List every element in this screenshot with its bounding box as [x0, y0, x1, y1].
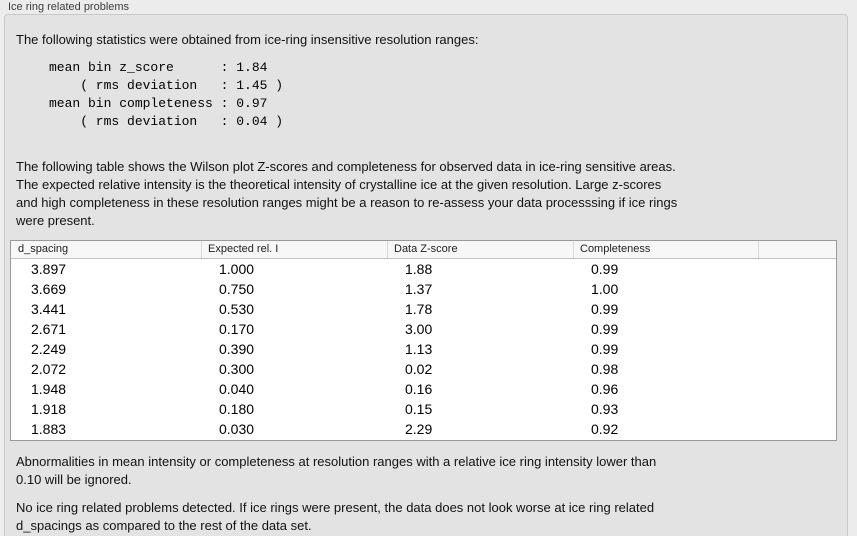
- table-cell: 3.669: [31, 281, 67, 297]
- table-cell: 2.249: [31, 341, 67, 357]
- table-row[interactable]: 2.249 0.390 1.13 0.99: [11, 339, 836, 359]
- table-row[interactable]: 1.948 0.040 0.16 0.96: [11, 379, 836, 399]
- table-cell: 1.00: [591, 281, 619, 297]
- table-cell: 1.37: [405, 281, 433, 297]
- table-cell: 1.000: [219, 261, 255, 277]
- table-row[interactable]: 3.441 0.530 1.78 0.99: [11, 299, 836, 319]
- table-cell: 1.918: [31, 401, 67, 417]
- table-cell: 0.99: [591, 321, 619, 337]
- table-cell: 1.948: [31, 381, 67, 397]
- table-cell: 0.98: [591, 361, 619, 377]
- table-row[interactable]: 3.897 1.000 1.88 0.99: [11, 259, 836, 279]
- table-cell: 0.040: [219, 381, 255, 397]
- ice-ring-table: d_spacing Expected rel. I Data Z-score C…: [10, 240, 837, 441]
- table-cell: 0.96: [591, 381, 619, 397]
- table-cell: 1.13: [405, 341, 433, 357]
- panel-body: The following statistics were obtained f…: [4, 14, 848, 536]
- table-cell: 0.180: [219, 401, 255, 417]
- table-cell: 2.671: [31, 321, 67, 337]
- column-header-completeness[interactable]: Completeness: [573, 241, 758, 258]
- table-cell: 0.99: [591, 301, 619, 317]
- table-cell: 0.15: [405, 401, 433, 417]
- table-cell: 3.00: [405, 321, 433, 337]
- table-row[interactable]: 3.669 0.750 1.37 1.00: [11, 279, 836, 299]
- table-cell: 0.92: [591, 421, 619, 437]
- table-row[interactable]: 1.883 0.030 2.29 0.92: [11, 419, 836, 439]
- table-header-row: d_spacing Expected rel. I Data Z-score C…: [11, 241, 836, 259]
- table-cell: 2.072: [31, 361, 67, 377]
- stats-intro-text: The following statistics were obtained f…: [16, 32, 479, 47]
- table-cell: 0.99: [591, 341, 619, 357]
- table-body: 3.897 1.000 1.88 0.99 3.669 0.750 1.37 1.00 3.44…: [11, 259, 836, 440]
- table-cell: 0.93: [591, 401, 619, 417]
- table-cell: 1.883: [31, 421, 67, 437]
- column-header-d-spacing[interactable]: d_spacing: [18, 243, 69, 255]
- table-cell: 3.897: [31, 261, 67, 277]
- table-cell: 3.441: [31, 301, 67, 317]
- ignore-note-text: Abnormalities in mean intensity or compl…: [16, 454, 657, 487]
- table-row[interactable]: 2.072 0.300 0.02 0.98: [11, 359, 836, 379]
- table-cell: 0.02: [405, 361, 433, 377]
- table-cell: 1.88: [405, 261, 433, 277]
- table-row[interactable]: 1.918 0.180 0.15 0.93: [11, 399, 836, 419]
- column-header-data-z-score[interactable]: Data Z-score: [387, 241, 573, 258]
- table-cell: 2.29: [405, 421, 433, 437]
- table-cell: 0.030: [219, 421, 255, 437]
- panel-title: Ice ring related problems: [8, 1, 130, 13]
- table-cell: 0.300: [219, 361, 255, 377]
- table-cell: 0.170: [219, 321, 255, 337]
- table-description-text: The following table shows the Wilson plo…: [16, 159, 678, 228]
- table-cell: 0.16: [405, 381, 433, 397]
- conclusion-text: No ice ring related problems detected. I…: [16, 500, 655, 533]
- column-header-expected-rel-i[interactable]: Expected rel. I: [201, 241, 387, 258]
- table-cell: 0.390: [219, 341, 255, 357]
- stats-block: mean bin z_score : 1.84 ( rms deviation …: [49, 60, 284, 129]
- table-row[interactable]: 2.671 0.170 3.00 0.99: [11, 319, 836, 339]
- table-cell: 0.530: [219, 301, 255, 317]
- table-cell: 0.99: [591, 261, 619, 277]
- table-cell: 1.78: [405, 301, 433, 317]
- column-header-spacer: [758, 241, 836, 258]
- table-cell: 0.750: [219, 281, 255, 297]
